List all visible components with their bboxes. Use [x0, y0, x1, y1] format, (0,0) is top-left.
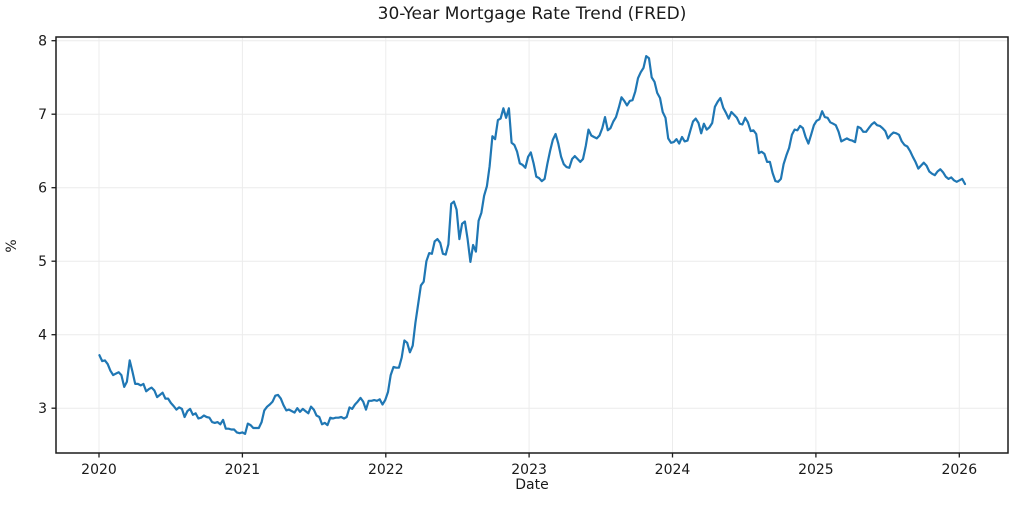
x-tick-label: 2023: [511, 462, 547, 478]
x-tick-label: 2020: [81, 462, 117, 478]
x-axis-label: Date: [515, 477, 549, 493]
x-tick-label: 2026: [941, 462, 977, 478]
y-tick-label: 7: [38, 107, 47, 123]
y-tick-label: 4: [38, 328, 47, 344]
plot-border: [55, 36, 1009, 454]
y-axis-label: %: [4, 239, 20, 253]
y-tick-label: 3: [38, 401, 47, 417]
x-tick-label: 2025: [798, 462, 834, 478]
chart-title: 30-Year Mortgage Rate Trend (FRED): [377, 4, 687, 24]
x-tick-label: 2021: [225, 462, 261, 478]
y-tick-label: 8: [38, 34, 47, 50]
y-tick-label: 5: [38, 254, 47, 270]
rate-line: [98, 54, 967, 435]
x-tick-label: 2024: [655, 462, 691, 478]
y-tick-label: 6: [38, 181, 47, 197]
x-tick-label: 2022: [368, 462, 404, 478]
